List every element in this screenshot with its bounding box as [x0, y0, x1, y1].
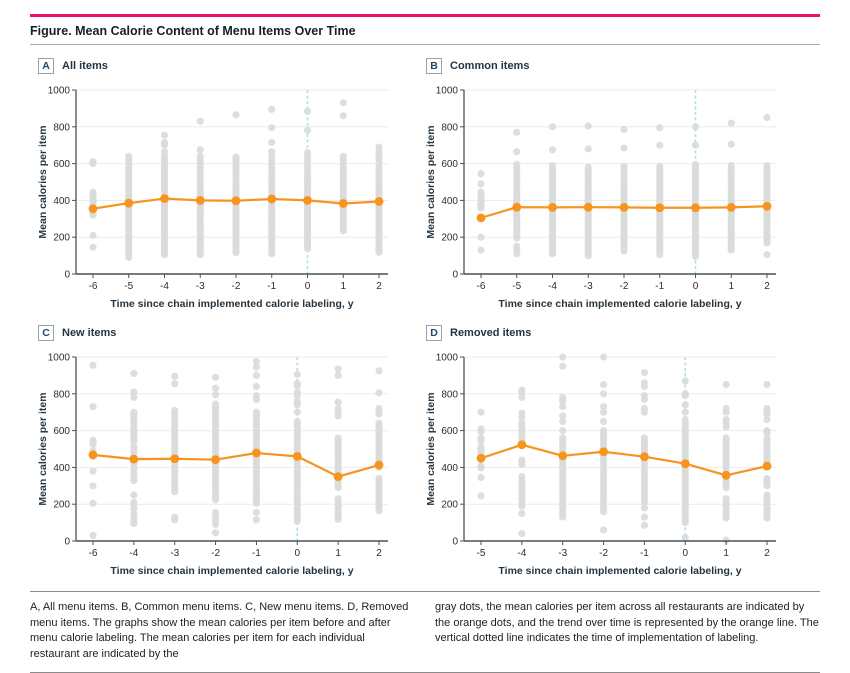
svg-text:600: 600 — [53, 159, 70, 170]
panel-d-label-box: D — [426, 325, 442, 341]
panel-a-header: A All items — [38, 57, 408, 75]
panel-d-title: Removed items — [450, 327, 532, 339]
title-divider — [30, 44, 820, 45]
figure-title: Figure. Mean Calorie Content of Menu Ite… — [30, 24, 356, 38]
svg-text:-4: -4 — [160, 281, 169, 292]
svg-text:Time since chain implemented c: Time since chain implemented calorie lab… — [498, 565, 741, 577]
svg-text:1000: 1000 — [436, 86, 459, 97]
svg-text:0: 0 — [452, 537, 458, 548]
svg-text:-2: -2 — [232, 281, 241, 292]
svg-text:600: 600 — [441, 159, 458, 170]
caption-left-column: A, All menu items. B, Common menu items.… — [30, 601, 409, 660]
svg-text:Time since chain implemented c: Time since chain implemented calorie lab… — [110, 565, 353, 577]
panel-a-chart: 0 200 400 600 800 1000 -6 -5 -4 -3 -2 -1 0 1 2 Time sin… — [37, 86, 388, 310]
svg-text:Mean calories per item: Mean calories per item — [37, 125, 49, 238]
panel-a-label-box: A — [38, 58, 54, 74]
panel-d-header: D Removed items — [426, 324, 796, 342]
svg-text:400: 400 — [441, 196, 458, 207]
svg-text:-1: -1 — [655, 281, 664, 292]
panel-c-title: New items — [62, 327, 117, 339]
svg-text:2: 2 — [376, 548, 382, 559]
svg-text:-4: -4 — [517, 548, 526, 559]
svg-text:0: 0 — [693, 281, 699, 292]
svg-text:1000: 1000 — [48, 86, 71, 97]
figure-caption: A, All menu items. B, Common menu items.… — [30, 591, 820, 673]
svg-text:-1: -1 — [252, 548, 261, 559]
accent-rule — [30, 14, 820, 17]
svg-text:-6: -6 — [477, 281, 486, 292]
svg-text:0: 0 — [295, 548, 301, 559]
svg-text:400: 400 — [53, 463, 70, 474]
svg-text:Mean calories per item: Mean calories per item — [425, 125, 437, 238]
svg-text:0: 0 — [64, 270, 70, 281]
svg-text:200: 200 — [441, 233, 458, 244]
svg-text:400: 400 — [53, 196, 70, 207]
panel-b-chart: 0 200 400 600 800 1000 -6 -5 -4 -3 -2 -1 0 1 2 Time sin… — [425, 86, 776, 310]
svg-text:-2: -2 — [620, 281, 629, 292]
svg-text:800: 800 — [53, 389, 70, 400]
svg-text:1: 1 — [728, 281, 734, 292]
svg-text:1000: 1000 — [48, 353, 71, 364]
svg-text:-4: -4 — [548, 281, 557, 292]
panel-c-label-box: C — [38, 325, 54, 341]
panel-b-title: Common items — [450, 60, 530, 72]
svg-text:-6: -6 — [89, 548, 98, 559]
svg-text:-2: -2 — [599, 548, 608, 559]
svg-text:Mean calories per item: Mean calories per item — [37, 392, 49, 505]
svg-text:2: 2 — [764, 281, 770, 292]
svg-text:1000: 1000 — [436, 353, 459, 364]
svg-text:-3: -3 — [584, 281, 593, 292]
panel-removed-items: D Removed items 0 200 400 600 800 1000 -5 -4 -3 -… — [424, 324, 796, 579]
panel-a-title: All items — [62, 60, 108, 72]
svg-text:0: 0 — [683, 548, 689, 559]
svg-text:Time since chain implemented c: Time since chain implemented calorie lab… — [498, 298, 741, 310]
panel-c-chart: 0 200 400 600 800 1000 -6 -4 -3 -2 -1 0 1 2 Time since… — [37, 353, 388, 577]
svg-text:-4: -4 — [129, 548, 138, 559]
svg-text:400: 400 — [441, 463, 458, 474]
svg-text:-5: -5 — [124, 281, 133, 292]
svg-text:0: 0 — [452, 270, 458, 281]
svg-text:200: 200 — [53, 233, 70, 244]
svg-text:1: 1 — [723, 548, 729, 559]
svg-text:Time since chain implemented c: Time since chain implemented calorie lab… — [110, 298, 353, 310]
svg-text:2: 2 — [764, 548, 770, 559]
svg-text:1: 1 — [340, 281, 346, 292]
svg-text:-1: -1 — [267, 281, 276, 292]
svg-text:0: 0 — [305, 281, 311, 292]
svg-text:-5: -5 — [477, 548, 486, 559]
svg-text:600: 600 — [53, 426, 70, 437]
panels-grid: A All items 0 200 400 600 800 1000 -6 -5 -4 -3 -2-… — [30, 45, 820, 579]
svg-text:-2: -2 — [211, 548, 220, 559]
caption-right-column: gray dots, the mean calories per item ac… — [435, 601, 819, 645]
svg-text:600: 600 — [441, 426, 458, 437]
svg-text:2: 2 — [376, 281, 382, 292]
panel-c-header: C New items — [38, 324, 408, 342]
svg-text:0: 0 — [64, 537, 70, 548]
svg-text:200: 200 — [441, 500, 458, 511]
panel-common-items: B Common items 0 200 400 600 800 1000 -6 -5 -4 -3… — [424, 57, 796, 312]
svg-text:800: 800 — [441, 389, 458, 400]
svg-text:-3: -3 — [196, 281, 205, 292]
svg-text:1: 1 — [335, 548, 341, 559]
svg-text:800: 800 — [53, 122, 70, 133]
svg-text:-3: -3 — [558, 548, 567, 559]
svg-text:-5: -5 — [512, 281, 521, 292]
panel-b-header: B Common items — [426, 57, 796, 75]
panel-new-items: C New items 0 200 400 600 800 1000 -6 -4 -3 -2 -1 0… — [36, 324, 408, 579]
svg-text:-3: -3 — [170, 548, 179, 559]
panel-all-items: A All items 0 200 400 600 800 1000 -6 -5 -4 -3 -2 -… — [36, 57, 408, 312]
svg-text:200: 200 — [53, 500, 70, 511]
svg-text:800: 800 — [441, 122, 458, 133]
panel-d-chart: 0 200 400 600 800 1000 -5 -4 -3 -2 -1 0 1 2 Time since… — [425, 353, 776, 577]
svg-text:Mean calories per item: Mean calories per item — [425, 392, 437, 505]
panel-b-label-box: B — [426, 58, 442, 74]
svg-text:-1: -1 — [640, 548, 649, 559]
svg-text:-6: -6 — [89, 281, 98, 292]
